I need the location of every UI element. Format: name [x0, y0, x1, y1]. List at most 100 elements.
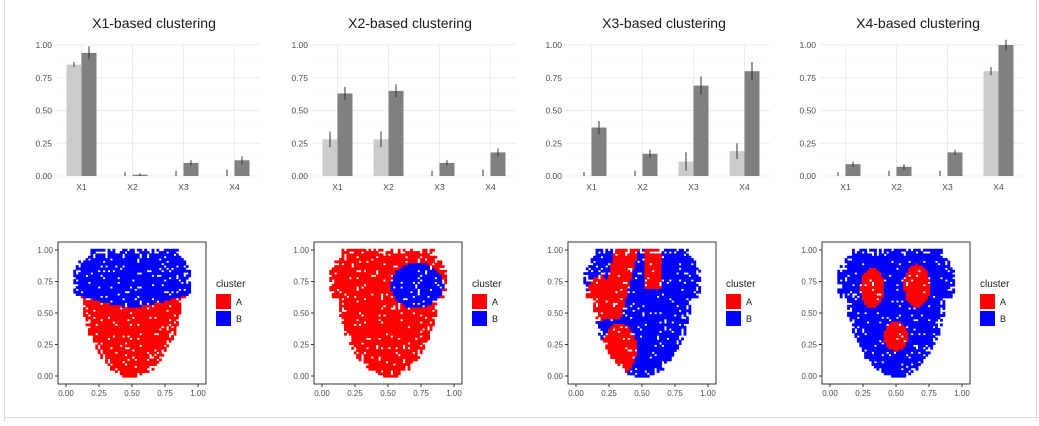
point-A — [378, 253, 381, 256]
point-A — [390, 249, 393, 252]
point-B — [403, 300, 406, 303]
point-A — [125, 349, 128, 352]
point-A — [361, 253, 364, 256]
y-tick-label: 0.25 — [35, 138, 52, 148]
point-A — [632, 249, 635, 252]
point-B — [117, 253, 120, 256]
point-A — [342, 305, 345, 308]
point-A — [622, 284, 625, 287]
point-B — [73, 270, 76, 273]
point-A — [120, 347, 123, 350]
point-A — [605, 302, 608, 305]
point-B — [652, 354, 655, 357]
point-B — [632, 312, 635, 315]
point-A — [134, 368, 137, 371]
point-A — [395, 349, 398, 352]
point-A — [644, 286, 647, 289]
point-B — [147, 258, 150, 261]
point-B — [659, 344, 662, 347]
point-A — [627, 351, 630, 354]
point-A — [169, 307, 172, 310]
point-B — [171, 293, 174, 296]
y-tick-label: 0.50 — [799, 106, 816, 116]
y-tick-label: 0.75 — [293, 278, 309, 287]
point-A — [390, 375, 393, 378]
point-B — [630, 307, 633, 310]
point-A — [110, 349, 113, 352]
point-A — [334, 274, 337, 277]
point-B — [430, 270, 433, 273]
point-A — [632, 358, 635, 361]
chart-title: X2-based clustering — [348, 15, 472, 31]
point-B — [420, 281, 423, 284]
point-B — [434, 284, 437, 287]
x-tick-label: 0.25 — [91, 389, 107, 398]
point-A — [156, 354, 159, 357]
point-A — [615, 256, 618, 259]
point-A — [371, 277, 374, 280]
point-A — [373, 249, 376, 252]
point-B — [159, 277, 162, 280]
point-A — [359, 263, 362, 266]
point-A — [166, 344, 169, 347]
frame-border-left — [4, 0, 5, 421]
point-B — [122, 300, 125, 303]
point-A — [432, 302, 435, 305]
point-A — [356, 321, 359, 324]
point-B — [603, 253, 606, 256]
point-B — [622, 309, 625, 312]
point-A — [344, 260, 347, 263]
point-B — [188, 270, 191, 273]
point-B — [583, 277, 586, 280]
point-A — [378, 316, 381, 319]
point-B — [149, 253, 152, 256]
point-B — [630, 319, 633, 322]
point-A — [356, 354, 359, 357]
point-B — [81, 263, 84, 266]
point-B — [88, 256, 91, 259]
point-B — [164, 249, 167, 252]
point-A — [618, 249, 621, 252]
point-B — [654, 356, 657, 359]
point-A — [620, 300, 623, 303]
point-A — [176, 300, 179, 303]
point-B — [662, 281, 665, 284]
point-A — [652, 272, 655, 275]
point-B — [593, 263, 596, 266]
bar-X2-series2 — [389, 91, 404, 176]
point-B — [130, 249, 133, 252]
point-A — [400, 253, 403, 256]
point-A — [403, 363, 406, 366]
point-B — [654, 347, 657, 350]
point-A — [349, 279, 352, 282]
point-A — [354, 351, 357, 354]
point-B — [412, 305, 415, 308]
point-B — [134, 253, 137, 256]
point-A — [408, 349, 411, 352]
point-B — [593, 256, 596, 259]
point-B — [161, 272, 164, 275]
point-B — [166, 263, 169, 266]
point-A — [342, 312, 345, 315]
point-B — [417, 295, 420, 298]
point-A — [588, 293, 591, 296]
point-A — [86, 309, 89, 312]
point-A — [110, 365, 113, 368]
point-A — [356, 302, 359, 305]
bar-panel-3: X3-based clustering0.000.250.500.751.00X… — [545, 15, 770, 192]
point-A — [400, 314, 403, 317]
point-A — [127, 337, 130, 340]
point-A — [403, 349, 406, 352]
point-B — [183, 267, 186, 270]
point-A — [591, 281, 594, 284]
point-B — [412, 298, 415, 301]
point-B — [169, 272, 172, 275]
point-B — [635, 375, 638, 378]
point-B — [152, 300, 155, 303]
point-A — [654, 253, 657, 256]
point-A — [332, 293, 335, 296]
point-B — [186, 274, 189, 277]
point-A — [412, 314, 415, 317]
point-A — [430, 256, 433, 259]
chart-title: X1-based clustering — [92, 15, 216, 31]
